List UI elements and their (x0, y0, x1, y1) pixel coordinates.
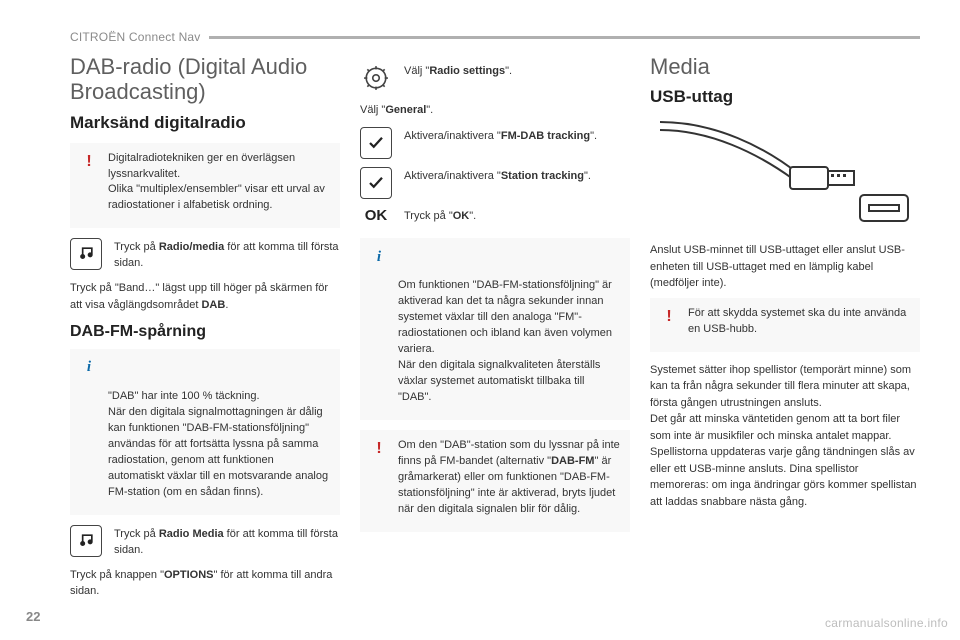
dab-fm-heading: DAB-FM-spårning (70, 323, 340, 341)
warning-icon: ! (368, 438, 390, 460)
step-radio-media: Tryck på Radio/media för att komma till … (70, 238, 340, 272)
checkbox-icon (360, 167, 392, 199)
header-title: CITROËN Connect Nav (70, 30, 201, 44)
info-dab-fm-delay: i Om funktionen "DAB-FM-stationsföljning… (360, 238, 630, 419)
info-dab-text: "DAB" har inte 100 % täckning. När den d… (108, 390, 328, 498)
info-icon: i (78, 357, 100, 379)
page-header: CITROËN Connect Nav (70, 30, 920, 44)
step-press-ok: OK Tryck på "OK". (360, 207, 630, 225)
header-rule (209, 36, 920, 39)
gear-icon (360, 62, 392, 94)
page-number: 22 (26, 609, 40, 624)
warning-text-1b: Olika "multiplex/ensembler" visar ett ur… (108, 183, 325, 211)
band-instruction: Tryck på "Band…" lägst upp till höger på… (70, 280, 340, 313)
info-icon: i (368, 246, 390, 268)
step-radio-settings: Välj "Radio settings". (360, 62, 630, 94)
usb-hub-warning-text: För att skydda systemet ska du inte anvä… (688, 307, 906, 335)
options-instruction: Tryck på knappen "OPTIONS" för att komma… (70, 567, 340, 600)
dab-heading: DAB-radio (Digital Audio Broadcasting) (70, 54, 340, 105)
usb-figure (650, 117, 920, 232)
music-note-icon (70, 238, 102, 270)
warning-icon: ! (658, 306, 680, 328)
warning-digitalradio: ! Digitalradiotekniken ger en överlägsen… (70, 143, 340, 229)
press-ok-text: Tryck på "OK". (404, 207, 476, 225)
radio-settings-text: Välj "Radio settings". (404, 62, 512, 80)
step-fm-dab-tracking: Aktivera/inaktivera "FM-DAB tracking". (360, 127, 630, 159)
step-radio-media-text: Tryck på Radio/media för att komma till … (114, 238, 340, 272)
column-3: Media USB-uttag (650, 54, 920, 606)
music-note-icon (70, 525, 102, 557)
marksand-heading: Marksänd digitalradio (70, 113, 340, 133)
content-columns: DAB-radio (Digital Audio Broadcasting) M… (70, 54, 920, 606)
info-dab-fm-text: Om funktionen "DAB-FM-stationsföljning" … (398, 279, 612, 403)
column-2: Välj "Radio settings". Välj "General". A… (360, 54, 630, 606)
warning-dab-fm-grey: ! Om den "DAB"-station som du lyssnar på… (360, 430, 630, 532)
media-heading: Media (650, 54, 920, 79)
step-radio-media-2: Tryck på Radio Media för att komma till … (70, 525, 340, 559)
ok-icon: OK (360, 207, 392, 224)
select-general: Välj "General". (360, 102, 630, 119)
checkbox-icon (360, 127, 392, 159)
info-dab-coverage: i "DAB" har inte 100 % täckning. När den… (70, 349, 340, 514)
usb-heading: USB-uttag (650, 87, 920, 107)
warning-usb-hub: ! För att skydda systemet ska du inte an… (650, 298, 920, 352)
step-station-tracking: Aktivera/inaktivera "Station tracking". (360, 167, 630, 199)
playlist-text: Systemet sätter ihop spellistor (temporä… (650, 362, 920, 511)
warning-icon: ! (78, 151, 100, 173)
column-1: DAB-radio (Digital Audio Broadcasting) M… (70, 54, 340, 606)
warning-text-1a: Digitalradiotekniken ger en överlägsen l… (108, 152, 295, 180)
fm-dab-tracking-text: Aktivera/inaktivera "FM-DAB tracking". (404, 127, 597, 145)
manual-page: CITROËN Connect Nav DAB-radio (Digital A… (0, 0, 960, 640)
step-radio-media-2-text: Tryck på Radio Media för att komma till … (114, 525, 340, 559)
usb-connect-text: Anslut USB-minnet till USB-uttaget eller… (650, 242, 920, 292)
station-tracking-text: Aktivera/inaktivera "Station tracking". (404, 167, 591, 185)
watermark: carmanualsonline.info (825, 616, 948, 630)
